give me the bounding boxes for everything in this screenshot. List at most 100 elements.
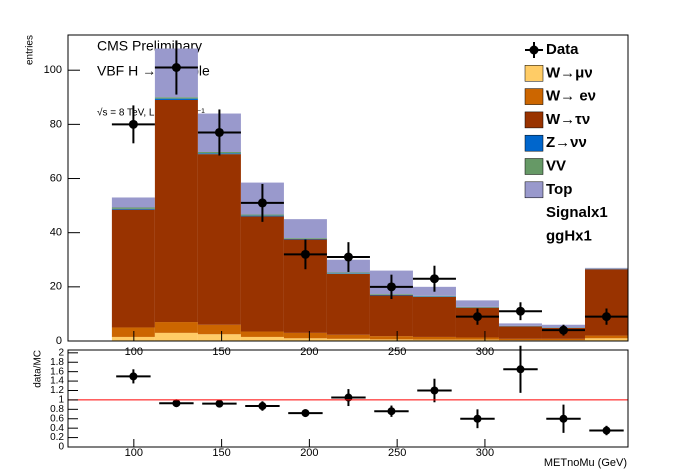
legend-label: Z→νν [546, 134, 587, 151]
bar-segment [154, 98, 198, 100]
ratio-x-tick-label: 200 [300, 447, 318, 459]
ratio-point [301, 409, 310, 418]
ratio-y-tick-label: 0.2 [50, 432, 64, 443]
bar-segment [455, 306, 499, 308]
x-axis-label: METnoMu (GeV) [544, 457, 627, 469]
ratio-x-tick-label: 100 [125, 447, 143, 459]
x-tick-label: 200 [300, 346, 318, 358]
bar-segment [584, 267, 628, 269]
bar-segment [240, 331, 284, 337]
bar-segment [455, 339, 499, 341]
bar-segment [498, 338, 542, 341]
data-point [558, 325, 568, 335]
bar-segment [412, 296, 456, 337]
bar-segment [283, 332, 327, 339]
x-tick-label: 250 [388, 346, 406, 358]
bar-segment [111, 209, 155, 328]
plot-frame [67, 34, 629, 342]
legend-label: VV [546, 157, 566, 174]
data-point [472, 312, 482, 322]
bar-segment [283, 219, 327, 239]
bar-segment [326, 338, 370, 341]
ratio-point [129, 372, 138, 381]
bar-segment [154, 97, 198, 99]
bar-segment [412, 296, 456, 297]
bar-segment [541, 338, 585, 341]
ratio-point [387, 407, 396, 416]
ratio-y-tick-label: 1.2 [50, 385, 64, 396]
data-point [386, 282, 396, 292]
ratio-x-tick-label: 300 [476, 447, 494, 459]
ratio-point [602, 426, 611, 435]
ratio-x-tick-label: 250 [388, 447, 406, 459]
bar-segment [584, 335, 628, 339]
ratio-y-tick-label: 0 [58, 442, 64, 453]
legend-swatch [524, 134, 544, 152]
legend-label: Signalx1 [546, 204, 608, 221]
ratio-y-tick-label: 1.4 [50, 376, 64, 387]
bar-segment [283, 338, 327, 341]
ratio-point [473, 414, 482, 423]
ratio-point [430, 386, 439, 395]
bar-segment [369, 295, 413, 337]
bar-segment [455, 337, 499, 340]
legend-label: W→μν [546, 64, 593, 81]
bar-segment [154, 99, 198, 323]
bar-segment [498, 323, 542, 326]
data-point [214, 127, 224, 137]
data-point [171, 62, 181, 72]
legend-swatch [524, 111, 544, 129]
bar-segment [111, 197, 155, 208]
data-point [128, 119, 138, 129]
legend-swatch [524, 158, 544, 175]
data-point [257, 198, 267, 208]
bar-segment [326, 273, 370, 274]
ratio-y-tick-label: 0.6 [50, 413, 64, 424]
y-axis-label: entries [25, 35, 36, 65]
bar-segment [498, 326, 542, 339]
ratio-point [215, 399, 224, 408]
x-tick-label: 300 [476, 346, 494, 358]
bar-segment [283, 238, 327, 239]
ratio-y-tick-label: 1 [58, 395, 64, 406]
ratio-y-tick-label: 1.8 [50, 357, 64, 368]
bar-segment [412, 295, 456, 297]
y-tick-label: 0 [56, 335, 62, 347]
bar-segment [197, 154, 241, 325]
bar-segment [369, 336, 413, 340]
ratio-point [559, 414, 568, 423]
legend-swatch [524, 88, 544, 105]
y-tick-label: 60 [50, 172, 62, 184]
legend-label: W→ eν [546, 88, 596, 105]
legend-label: Data [546, 41, 579, 58]
data-point [343, 252, 353, 262]
data-point [515, 306, 525, 316]
y-tick-label: 20 [50, 281, 62, 293]
data-point [601, 312, 611, 322]
legend-label: W→τν [546, 111, 590, 128]
x-tick-label: 150 [212, 346, 230, 358]
legend-label: Top [546, 181, 572, 198]
y-tick-label: 100 [44, 64, 62, 76]
legend-swatch [524, 181, 544, 199]
legend-label: ggHx1 [546, 227, 592, 244]
bar-segment [240, 336, 284, 341]
y-tick-label: 80 [50, 118, 62, 130]
ratio-x-tick-label: 150 [212, 447, 230, 459]
bar-segment [197, 324, 241, 335]
ratio-y-tick-label: 0.4 [50, 423, 64, 434]
bar-segment [154, 332, 198, 341]
bar-segment [240, 216, 284, 332]
bar-segment [412, 339, 456, 341]
data-point [429, 274, 439, 284]
bar-segment [197, 334, 241, 341]
legend-marker [529, 45, 539, 55]
bar-segment [369, 339, 413, 341]
ratio-y-tick-label: 2 [58, 347, 64, 358]
legend-swatch [524, 65, 544, 82]
bar-segment [584, 269, 628, 336]
ratio-y-axis-label: data/MC [33, 350, 44, 388]
ratio-y-tick-label: 0.8 [50, 404, 64, 415]
data-point [300, 249, 310, 259]
bar-segment [154, 322, 198, 333]
